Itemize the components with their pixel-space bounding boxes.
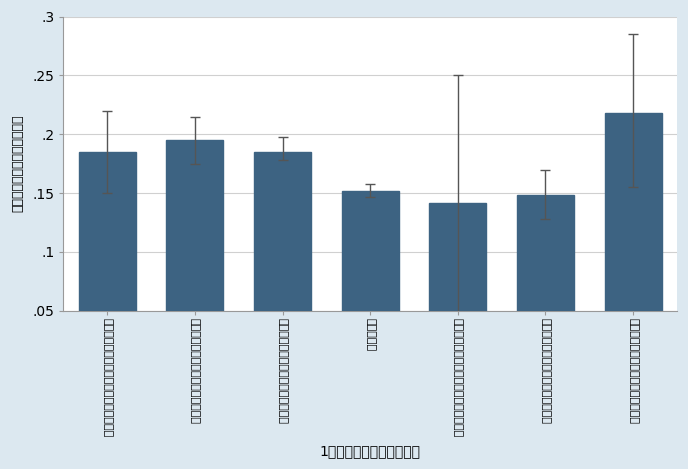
- Y-axis label: うつ病の基準を満たした割合: うつ病の基準を満たした割合: [11, 115, 24, 212]
- Bar: [605, 113, 662, 370]
- Bar: [517, 196, 574, 370]
- X-axis label: 1年前と比べた収入の変化: 1年前と比べた収入の変化: [320, 444, 420, 458]
- Bar: [342, 191, 398, 370]
- Bar: [166, 140, 224, 370]
- Bar: [254, 152, 311, 370]
- Bar: [79, 152, 136, 370]
- Bar: [429, 203, 486, 370]
